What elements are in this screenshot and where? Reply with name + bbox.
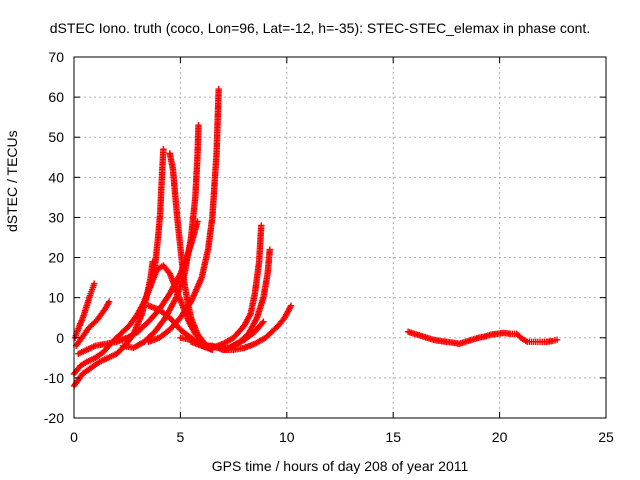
series-track-h (145, 85, 222, 345)
series-track-i (141, 262, 212, 349)
series-track-b (72, 298, 113, 349)
data-point (258, 222, 265, 229)
x-tick-label: 5 (177, 429, 185, 445)
y-tick-label: 40 (48, 169, 64, 185)
data-point (259, 319, 266, 327)
y-tick-label: 30 (48, 209, 64, 225)
y-tick-label: 0 (56, 330, 64, 346)
data-point (260, 318, 267, 325)
data-point (105, 298, 113, 305)
y-tick-label: -20 (44, 410, 64, 426)
data-point (215, 85, 222, 93)
plot-border (73, 56, 607, 419)
data-point (160, 146, 167, 153)
data-point (553, 336, 561, 343)
y-tick-label: 20 (48, 250, 64, 266)
y-tick-label: 50 (48, 129, 64, 145)
data-point (287, 302, 295, 309)
data-point (91, 280, 98, 287)
chart-title: dSTEC Iono. truth (coco, Lon=96, Lat=-12… (49, 20, 591, 36)
series-track-n (219, 318, 267, 354)
x-axis-label: GPS time / hours of day 208 of year 2011 (211, 458, 469, 474)
series-track-m (187, 302, 295, 354)
y-tick-label: 10 (48, 290, 64, 306)
grid (74, 57, 606, 418)
data-point (195, 121, 202, 129)
x-tick-label: 15 (385, 429, 401, 445)
data-point (266, 246, 273, 253)
x-tick-label: 25 (598, 429, 614, 445)
y-tick-label: 70 (48, 49, 64, 65)
data-series-group (70, 85, 561, 390)
data-point (149, 258, 156, 265)
y-tick-label: -10 (44, 370, 64, 386)
y-tick-label: 60 (48, 89, 64, 105)
series-track-o (404, 328, 561, 347)
x-tick-label: 0 (70, 429, 78, 445)
x-tick-label: 10 (279, 429, 295, 445)
x-tick-label: 20 (492, 429, 508, 445)
